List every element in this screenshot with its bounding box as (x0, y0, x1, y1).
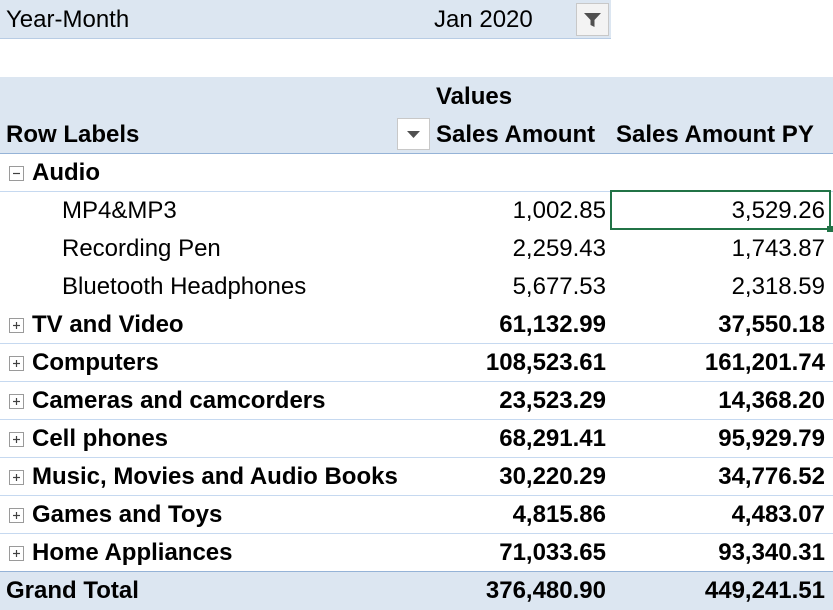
row-divider (0, 191, 833, 192)
category-audio[interactable]: Audio (32, 159, 100, 186)
sales-amount-header[interactable]: Sales Amount (436, 121, 596, 148)
row-divider (0, 533, 833, 534)
grand-total-label[interactable]: Grand Total (6, 577, 139, 604)
grand-total-sales-amount-py[interactable]: 449,241.51 (704, 577, 825, 604)
sales-amount-py-cell[interactable]: 161,201.74 (704, 349, 825, 376)
expand-icon[interactable] (9, 356, 24, 371)
filter-value[interactable]: Jan 2020 (434, 6, 533, 33)
sales-amount-py-cell[interactable]: 3,529.26 (731, 197, 825, 224)
sales-amount-cell[interactable]: 68,291.41 (499, 425, 606, 452)
category-label[interactable]: Cameras and camcorders (32, 387, 326, 414)
filter-field-label: Year-Month (6, 6, 130, 33)
sales-amount-cell[interactable]: 23,523.29 (499, 387, 606, 414)
sales-amount-py-cell[interactable]: 93,340.31 (718, 539, 825, 566)
expand-icon[interactable] (9, 318, 24, 333)
category-label[interactable]: Music, Movies and Audio Books (32, 463, 398, 490)
row-divider (0, 495, 833, 496)
filter-row-background (0, 0, 611, 39)
subcategory-label[interactable]: Recording Pen (62, 235, 221, 262)
report-filter (0, 0, 611, 39)
expand-icon[interactable] (9, 508, 24, 523)
category-label[interactable]: Games and Toys (32, 501, 223, 528)
sales-amount-py-cell[interactable]: 95,929.79 (718, 425, 825, 452)
category-label[interactable]: Cell phones (32, 425, 169, 452)
grand-total-sales-amount[interactable]: 376,480.90 (485, 577, 606, 604)
sales-amount-py-cell[interactable]: 1,743.87 (731, 235, 825, 262)
category-label[interactable]: Computers (32, 349, 159, 376)
sales-amount-py-cell[interactable]: 37,550.18 (718, 311, 825, 338)
sales-amount-py-cell[interactable]: 2,318.59 (731, 273, 825, 300)
sales-amount-py-cell[interactable]: 34,776.52 (718, 463, 825, 490)
row-divider (0, 419, 833, 420)
sales-amount-py-cell[interactable]: 4,483.07 (731, 501, 825, 528)
expand-icon[interactable] (9, 470, 24, 485)
sales-amount-cell[interactable]: 108,523.61 (485, 349, 606, 376)
sales-amount-cell[interactable]: 4,815.86 (512, 501, 606, 528)
sales-amount-cell[interactable]: 1,002.85 (512, 197, 606, 224)
row-labels-header: Row Labels (6, 121, 140, 148)
row-labels-dropdown-button[interactable] (397, 118, 430, 150)
row-divider (0, 381, 833, 382)
sales-amount-cell[interactable]: 5,677.53 (512, 273, 606, 300)
filter-dropdown-button[interactable] (576, 3, 609, 36)
values-header: Values (436, 83, 513, 110)
sales-amount-cell[interactable]: 2,259.43 (512, 235, 606, 262)
expand-icon[interactable] (9, 546, 24, 561)
row-divider (0, 457, 833, 458)
active-cell-selection[interactable] (610, 190, 831, 230)
filter-icon (584, 13, 601, 27)
sales-amount-cell[interactable]: 61,132.99 (499, 311, 606, 338)
subcategory-label[interactable]: MP4&MP3 (62, 197, 177, 224)
expand-icon[interactable] (9, 394, 24, 409)
expand-icon[interactable] (9, 432, 24, 447)
sales-amount-py-cell[interactable]: 14,368.20 (718, 387, 825, 414)
sales-amount-cell[interactable]: 30,220.29 (499, 463, 606, 490)
sales-amount-py-header[interactable]: Sales Amount PY (616, 121, 814, 148)
category-label[interactable]: TV and Video (32, 311, 184, 338)
grand-total-row (0, 571, 833, 610)
subcategory-label[interactable]: Bluetooth Headphones (62, 273, 307, 300)
sales-amount-cell[interactable]: 71,033.65 (499, 539, 606, 566)
collapse-icon[interactable] (9, 166, 24, 181)
category-label[interactable]: Home Appliances (32, 539, 233, 566)
fill-handle[interactable] (827, 226, 833, 232)
chevron-down-icon (407, 131, 420, 138)
row-divider (0, 343, 833, 344)
